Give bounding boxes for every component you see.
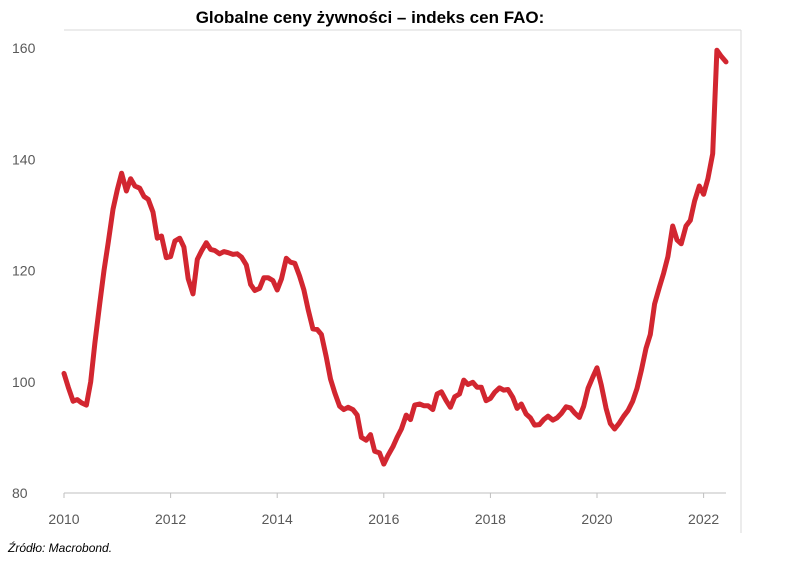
x-tick-label: 2016 — [368, 511, 399, 527]
x-tick-label: 2022 — [688, 511, 719, 527]
x-tick-label: 2020 — [581, 511, 612, 527]
x-tick-label: 2012 — [155, 511, 186, 527]
y-tick-label: 160 — [12, 40, 36, 56]
x-tick-label: 2018 — [475, 511, 506, 527]
y-tick-label: 80 — [12, 485, 28, 501]
chart-axes: 80 100 120 140 160 2010 2012 2014 2016 2018 2020 20… — [12, 40, 726, 527]
chart-title: Globalne ceny żywności – indeks cen FAO: — [195, 8, 545, 27]
y-tick-label: 100 — [12, 374, 36, 390]
x-tick-label: 2010 — [48, 511, 79, 527]
x-tick-label: 2014 — [262, 511, 293, 527]
chart-series — [61, 47, 729, 467]
y-tick-label: 140 — [12, 151, 36, 167]
source-note: Źródło: Macrobond. — [8, 541, 113, 555]
y-tick-label: 120 — [12, 263, 36, 279]
chart-frame — [64, 29, 742, 533]
series-line-fao-index — [61, 47, 729, 467]
